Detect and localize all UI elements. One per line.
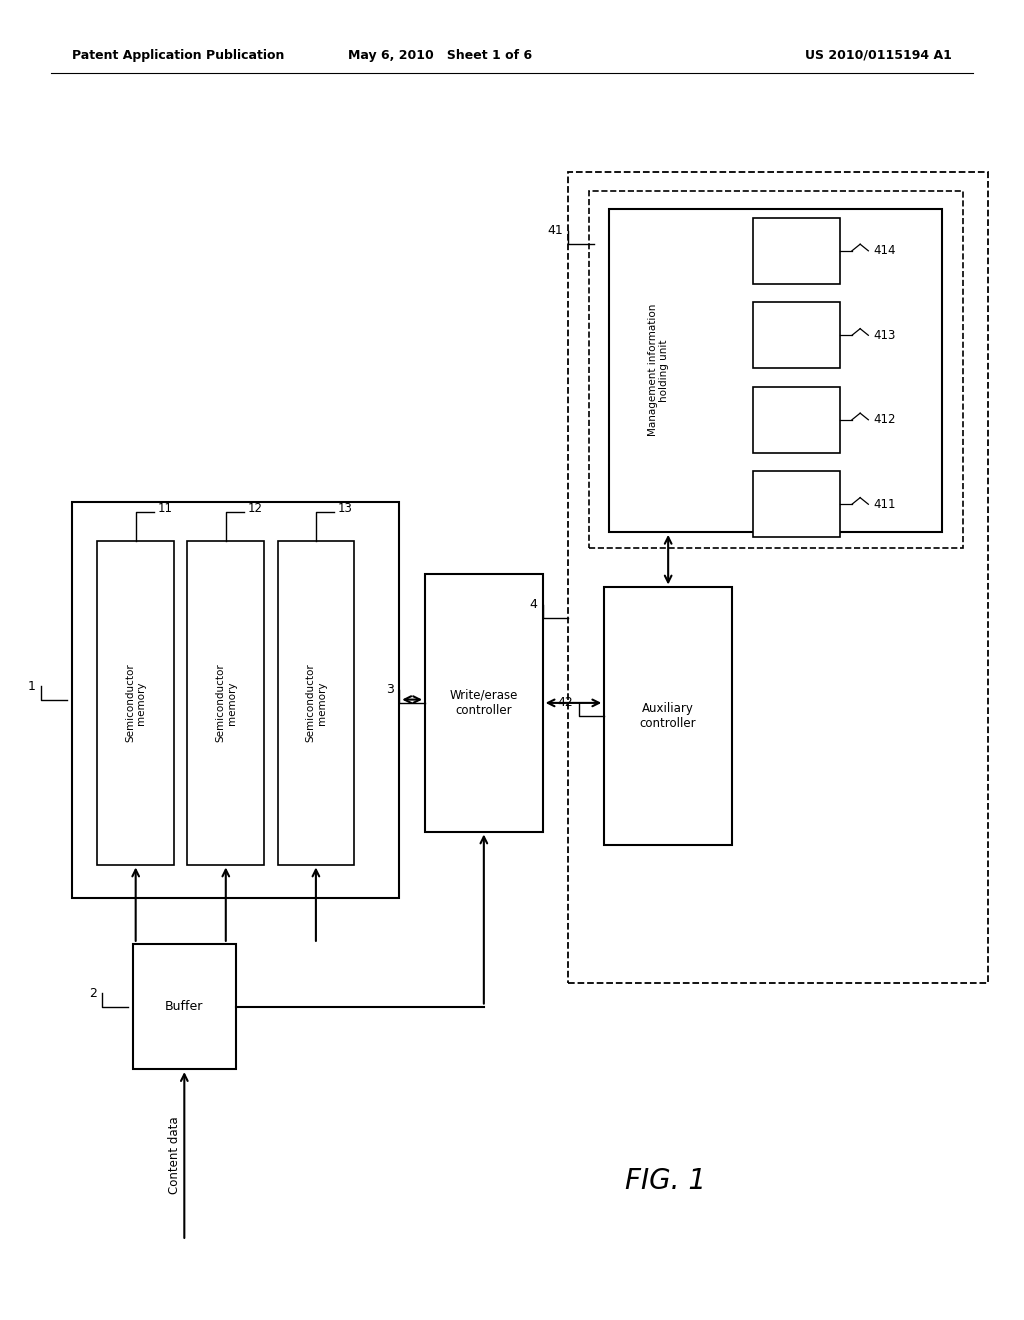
Text: Buffer: Buffer [165, 1001, 204, 1012]
Bar [187, 541, 264, 865]
Bar [589, 191, 963, 548]
Text: Semiconductor
memory: Semiconductor memory [305, 664, 327, 742]
Bar [609, 209, 942, 532]
Text: 12: 12 [248, 502, 262, 515]
Text: 13: 13 [338, 502, 352, 515]
Bar [278, 541, 354, 865]
Text: 42: 42 [558, 697, 573, 709]
Text: 3: 3 [386, 684, 394, 696]
Text: 2: 2 [89, 987, 97, 999]
Text: Semiconductor
memory: Semiconductor memory [215, 664, 237, 742]
Text: US 2010/0115194 A1: US 2010/0115194 A1 [806, 49, 952, 62]
Text: 413: 413 [873, 329, 896, 342]
Text: Auxiliary
controller: Auxiliary controller [640, 702, 696, 730]
Bar [753, 387, 840, 453]
Bar [97, 541, 174, 865]
Text: Write/erase
controller: Write/erase controller [450, 689, 518, 717]
Bar [753, 218, 840, 284]
Text: Patent Application Publication: Patent Application Publication [72, 49, 284, 62]
Text: 41: 41 [548, 224, 563, 238]
Bar [753, 302, 840, 368]
Text: Semiconductor
memory: Semiconductor memory [125, 664, 146, 742]
Text: May 6, 2010   Sheet 1 of 6: May 6, 2010 Sheet 1 of 6 [348, 49, 532, 62]
Text: 412: 412 [873, 413, 896, 426]
Bar [425, 574, 543, 832]
Text: Management information
holding unit: Management information holding unit [647, 304, 670, 437]
Text: 11: 11 [158, 502, 172, 515]
Text: FIG. 1: FIG. 1 [625, 1167, 707, 1196]
Text: 1: 1 [28, 680, 36, 693]
Text: 414: 414 [873, 244, 896, 257]
Bar [133, 944, 236, 1069]
Bar [604, 587, 732, 845]
Bar [72, 502, 399, 898]
Bar [568, 172, 988, 983]
Text: 411: 411 [873, 498, 896, 511]
Bar [753, 471, 840, 537]
Text: Content data: Content data [168, 1117, 180, 1193]
Text: 4: 4 [529, 598, 538, 611]
